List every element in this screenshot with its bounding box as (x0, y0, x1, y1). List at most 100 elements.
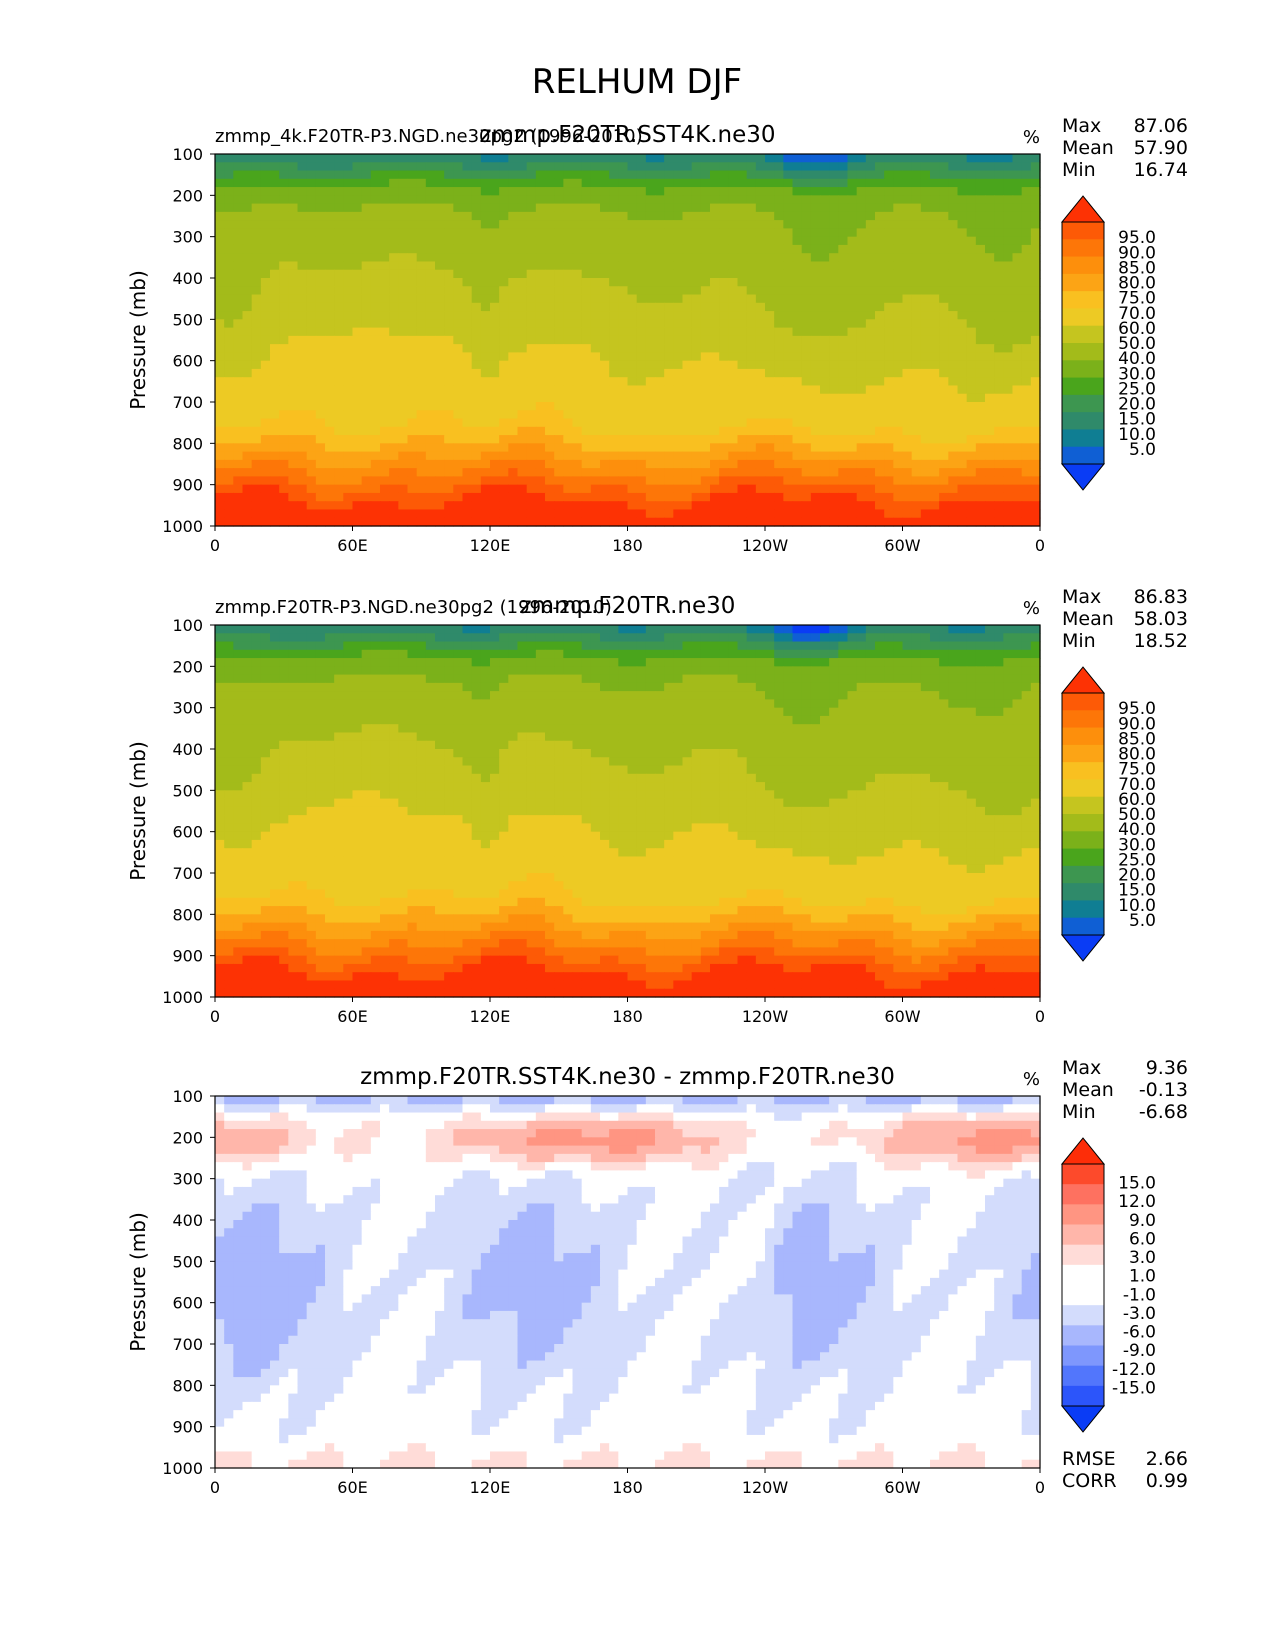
heatmap-cell (600, 443, 610, 453)
heatmap-cell (994, 377, 1004, 387)
heatmap-cell (416, 360, 427, 370)
heatmap-cell (361, 641, 372, 651)
heatmap-cell (453, 335, 464, 345)
heatmap-cell (508, 459, 519, 469)
heatmap-cell (673, 509, 684, 519)
heatmap-cell (480, 410, 491, 420)
heatmap-cell (755, 501, 766, 511)
heatmap-cell (480, 360, 491, 370)
heatmap-cell (627, 344, 638, 353)
heatmap-cell (820, 187, 830, 196)
heatmap-cell (865, 352, 876, 362)
heatmap-cell (554, 269, 564, 279)
heatmap-cell (480, 220, 491, 229)
heatmap-cell (435, 360, 445, 370)
heatmap-cell (590, 178, 601, 188)
heatmap-cell (1012, 195, 1023, 205)
heatmap-cell (380, 402, 390, 411)
heatmap-cell (774, 311, 784, 320)
heatmap-cell (985, 641, 995, 651)
heatmap-cell (398, 220, 409, 229)
heatmap-cell (645, 352, 656, 362)
heatmap-cell (288, 699, 299, 709)
heatmap-cell (920, 360, 931, 370)
heatmap-cell (535, 327, 546, 337)
heatmap-cell (902, 435, 913, 444)
heatmap-cell (985, 451, 995, 461)
heatmap-cell (700, 484, 711, 494)
heatmap-cell (966, 492, 977, 502)
heatmap-cell (334, 261, 344, 271)
heatmap-cell (801, 368, 812, 378)
heatmap-cell (1003, 658, 1014, 667)
heatmap-cell (673, 211, 684, 221)
heatmap-cell (545, 220, 555, 229)
colorbar-tick-label: 70.0 (1118, 304, 1156, 324)
heatmap-cell (1003, 220, 1014, 229)
heatmap-cell (545, 360, 555, 370)
heatmap-cell (407, 154, 418, 163)
heatmap-cell (966, 402, 977, 411)
heatmap-cell (215, 393, 225, 403)
heatmap-cell (746, 459, 757, 469)
heatmap-cell (1030, 319, 1041, 329)
heatmap-cell (838, 451, 849, 461)
heatmap-cell (389, 278, 399, 287)
heatmap-cell (939, 368, 949, 378)
heatmap-cell (746, 451, 757, 461)
heatmap-cell (554, 418, 564, 428)
heatmap-cell (251, 476, 262, 486)
heatmap-cell (902, 269, 913, 279)
heatmap-cell (315, 385, 326, 395)
heatmap-cell (590, 484, 601, 494)
heatmap-cell (884, 154, 894, 163)
heatmap-cell (224, 691, 234, 700)
heatmap-cell (535, 344, 546, 353)
heatmap-cell (361, 311, 372, 320)
heatmap-cell (875, 435, 885, 444)
heatmap-cell (435, 682, 445, 692)
heatmap-cell (682, 666, 693, 676)
heatmap-cell (297, 228, 308, 238)
heatmap-cell (847, 492, 858, 502)
heatmap-cell (480, 319, 491, 329)
heatmap-cell (590, 509, 601, 519)
heatmap-cell (380, 178, 390, 188)
heatmap-cell (985, 625, 995, 634)
heatmap-cell (627, 220, 638, 229)
heatmap-cell (435, 253, 445, 263)
heatmap-cell (792, 228, 803, 238)
heatmap-cell (985, 393, 995, 403)
heatmap-cell (581, 410, 592, 420)
heatmap-cell (325, 509, 335, 519)
heatmap-cell (590, 327, 601, 337)
heatmap-cell (1012, 666, 1023, 676)
heatmap-cell (535, 674, 546, 684)
heatmap-cell (480, 178, 491, 188)
heatmap-cell (1003, 633, 1014, 643)
heatmap-cell (325, 641, 335, 651)
heatmap-cell (260, 377, 271, 387)
heatmap-cell (930, 641, 940, 651)
heatmap-cell (435, 492, 445, 502)
heatmap-cell (407, 658, 418, 667)
heatmap-cell (279, 327, 289, 337)
heatmap-cell (792, 286, 803, 296)
heatmap-cell (315, 426, 326, 436)
heatmap-cell (480, 443, 491, 453)
heatmap-cell (682, 393, 693, 403)
heatmap-cell (270, 691, 280, 700)
heatmap-cell (939, 476, 949, 486)
heatmap-cell (847, 509, 858, 519)
heatmap-cell (242, 236, 253, 246)
heatmap-cell (774, 509, 784, 519)
heatmap-cell (810, 253, 821, 263)
heatmap-cell (930, 335, 940, 345)
heatmap-cell (224, 228, 234, 238)
heatmap-cell (517, 360, 528, 370)
heatmap-cell (820, 484, 830, 494)
heatmap-cell (994, 443, 1004, 453)
heatmap-cell (526, 311, 537, 320)
heatmap-cell (893, 286, 904, 296)
colorbar-tick-label: 95.0 (1118, 228, 1156, 248)
